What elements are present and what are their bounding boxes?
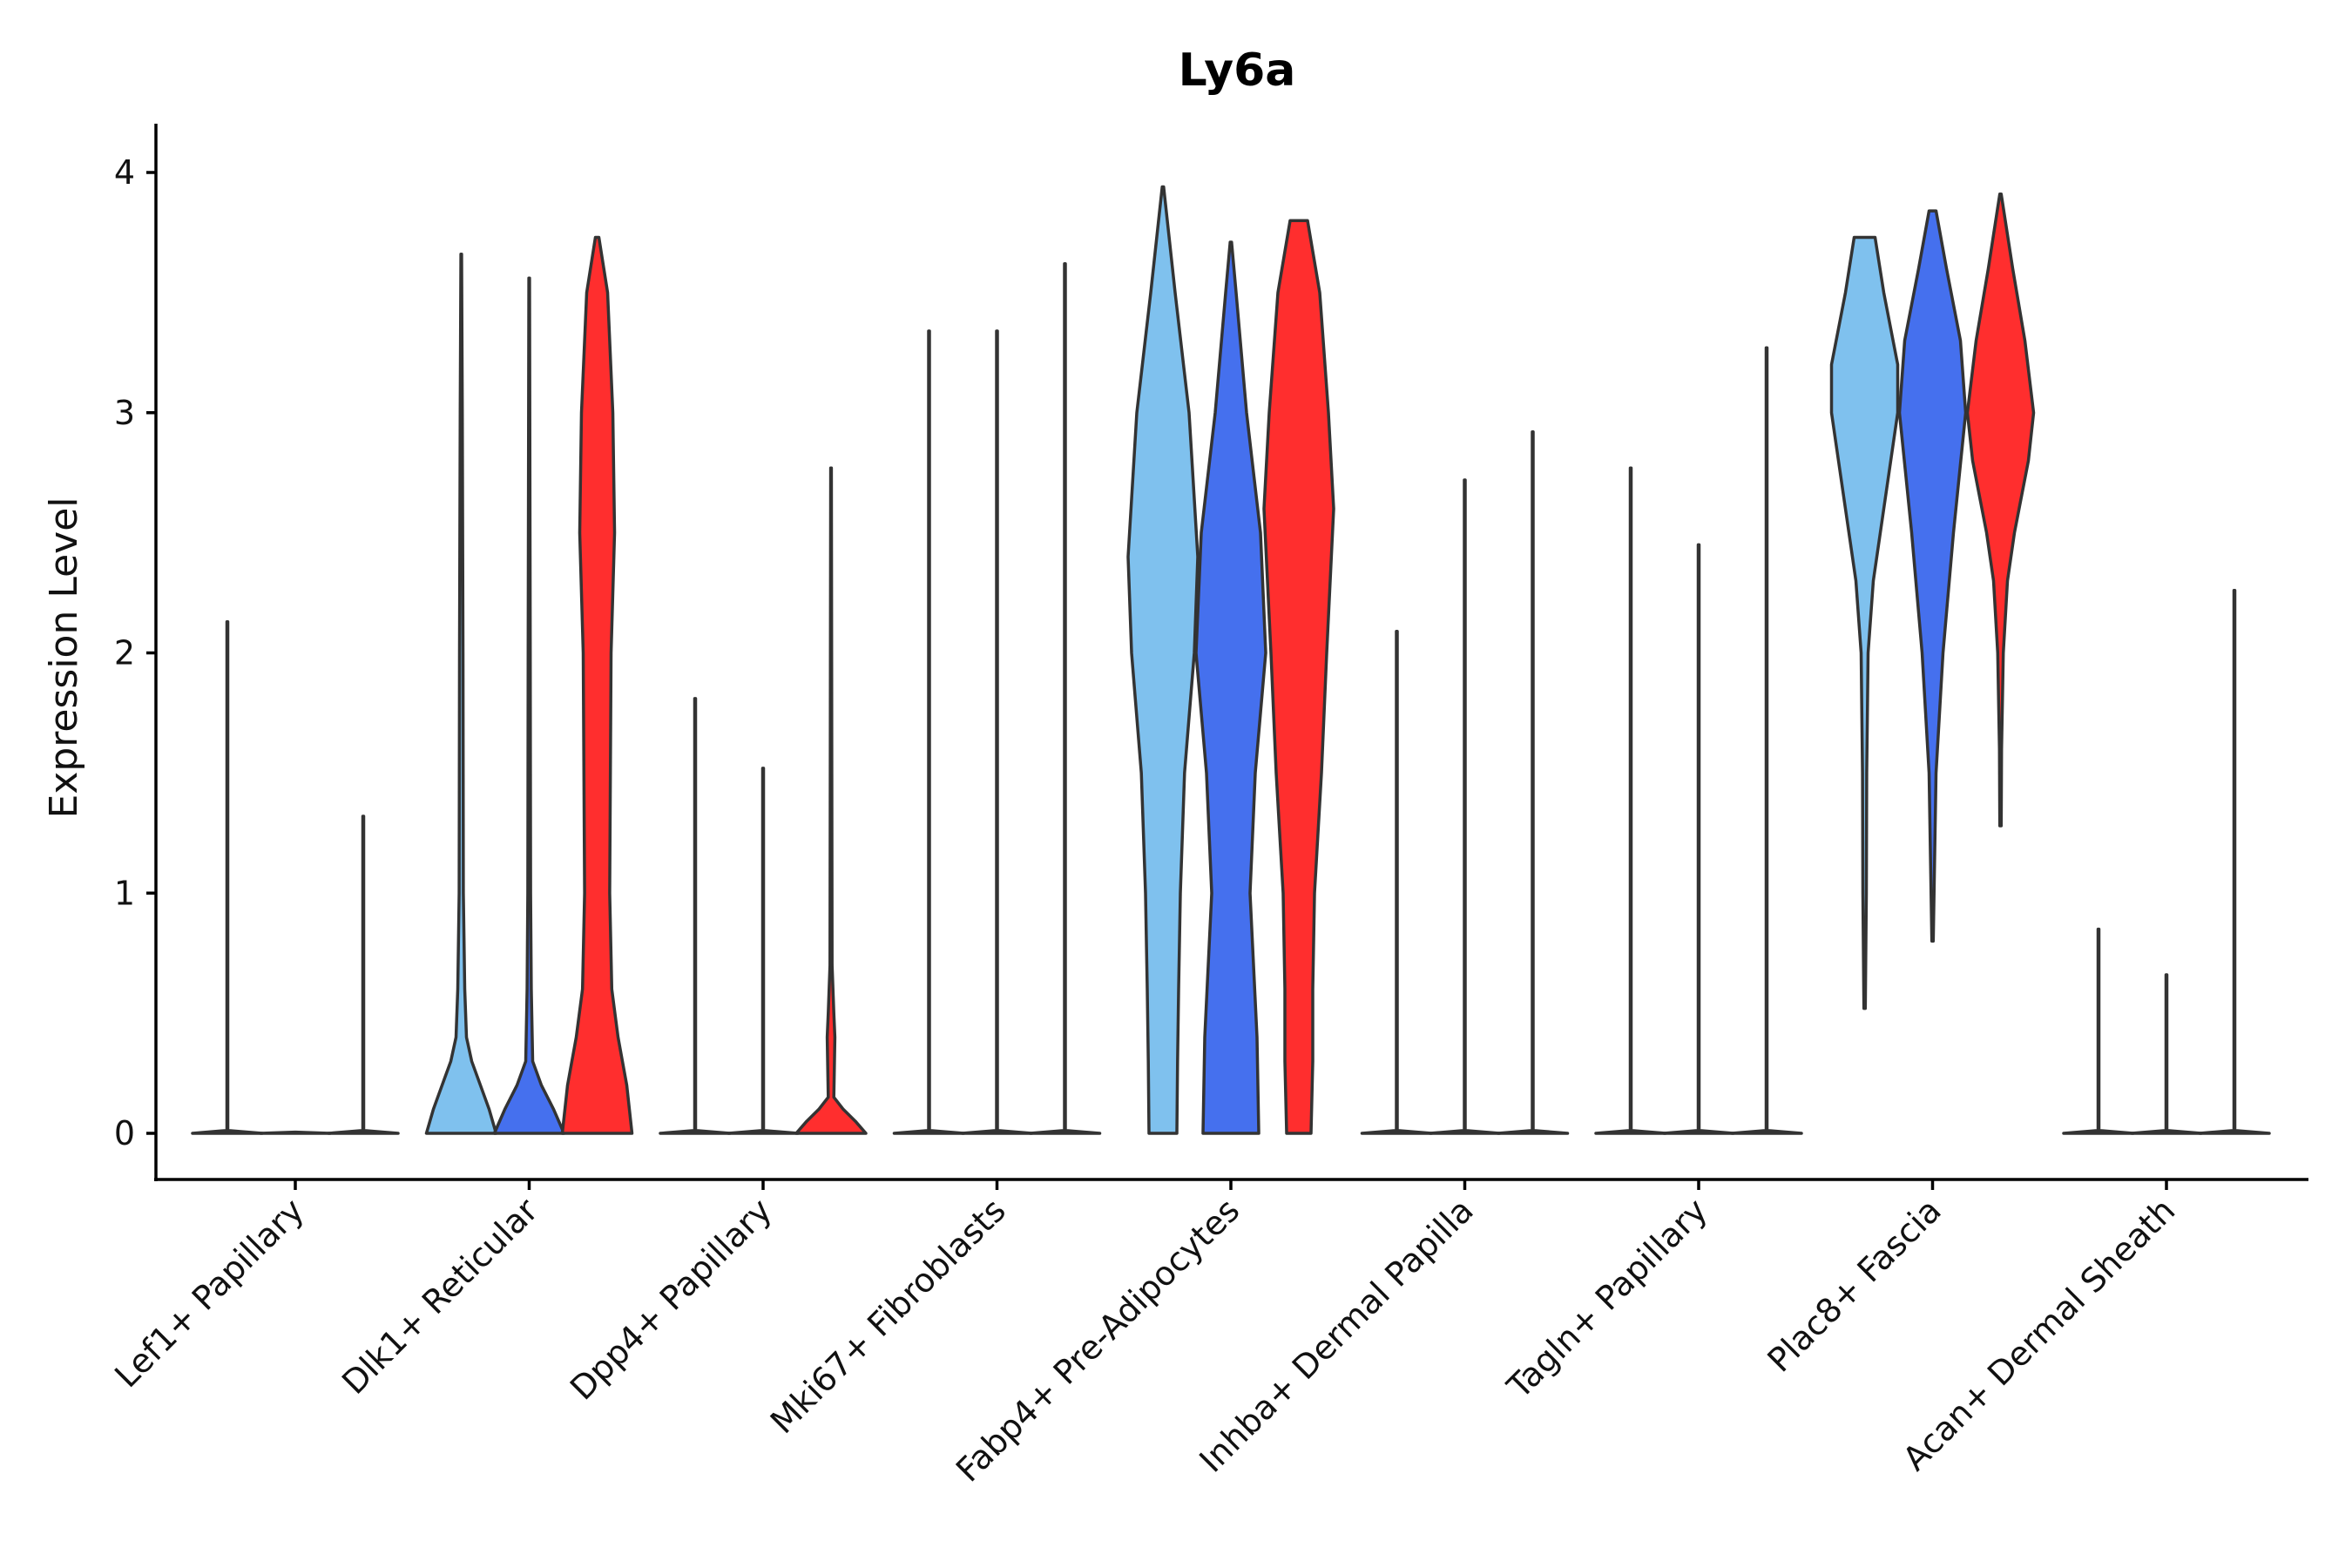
violin-4-1 bbox=[892, 329, 966, 1135]
violin-5-3 bbox=[1262, 219, 1335, 1135]
x-tick-label: Dlk1+ Reticular bbox=[335, 1191, 545, 1402]
violin-2-3 bbox=[560, 235, 634, 1135]
x-tick-label: Acan+ Dermal Sheath bbox=[1896, 1191, 2182, 1477]
violin-9-3 bbox=[2198, 589, 2271, 1135]
violin-7-2 bbox=[1662, 543, 1735, 1135]
chart-title: Ly6a bbox=[1179, 44, 1296, 97]
violin-7-3 bbox=[1730, 346, 1803, 1135]
violin-7-1 bbox=[1594, 466, 1667, 1135]
x-tick-label: Plac8+ Fascia bbox=[1761, 1191, 1949, 1379]
x-tick-label: Mki67+ Fibroblasts bbox=[763, 1191, 1013, 1441]
violin-3-1 bbox=[659, 697, 732, 1135]
y-tick-label: 4 bbox=[114, 153, 135, 192]
violin-8-1 bbox=[1829, 235, 1900, 1010]
y-ticks: 0 1 2 3 4 bbox=[114, 153, 156, 1152]
y-tick-label: 1 bbox=[114, 874, 135, 912]
violin-9-1 bbox=[2062, 927, 2135, 1135]
violin-4-3 bbox=[1028, 262, 1102, 1135]
violin-6-2 bbox=[1428, 478, 1502, 1135]
y-tick-label: 0 bbox=[114, 1114, 135, 1152]
violin-4-2 bbox=[960, 329, 1034, 1135]
violin-1-1 bbox=[191, 619, 264, 1135]
violin-5-2 bbox=[1194, 240, 1267, 1135]
y-tick-label: 2 bbox=[114, 634, 135, 672]
x-tick-label: Inhba+ Dermal Papilla bbox=[1192, 1191, 1481, 1480]
violin-6-1 bbox=[1360, 629, 1434, 1135]
x-tick-label: Tagln+ Papillary bbox=[1499, 1191, 1714, 1406]
violin-2-1 bbox=[424, 253, 498, 1135]
violin-8-2 bbox=[1897, 209, 1968, 943]
violin-8-3 bbox=[1965, 193, 2036, 828]
violin-6-3 bbox=[1496, 430, 1570, 1135]
x-tick-label: Lef1+ Papillary bbox=[107, 1191, 311, 1395]
x-ticks: Lef1+ Papillary Dlk1+ Reticular Dpp4+ Papi… bbox=[107, 1179, 2182, 1490]
violins bbox=[191, 185, 2271, 1135]
violin-2-2 bbox=[492, 276, 566, 1135]
y-axis-title: Expression Level bbox=[42, 497, 86, 819]
violin-3-3 bbox=[794, 466, 868, 1135]
violin-1-2 bbox=[259, 1130, 332, 1135]
violin-9-2 bbox=[2130, 973, 2203, 1135]
violin-3-2 bbox=[727, 767, 800, 1135]
violin-1-3 bbox=[327, 814, 400, 1135]
y-tick-label: 3 bbox=[114, 394, 135, 432]
violin-5-1 bbox=[1126, 185, 1200, 1135]
x-tick-label: Dpp4+ Papillary bbox=[563, 1191, 779, 1407]
